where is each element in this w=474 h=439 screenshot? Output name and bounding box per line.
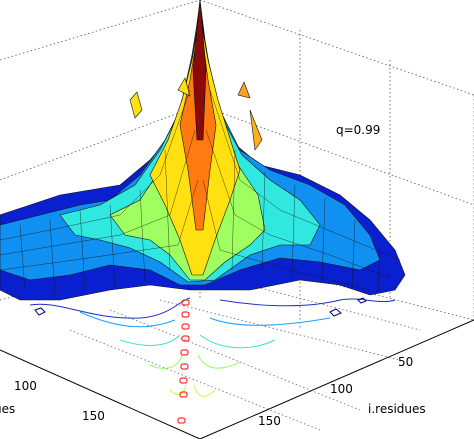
x-tick-label: 100 [330, 382, 353, 396]
x-tick-label: 50 [398, 355, 413, 369]
floor-grid [69, 279, 421, 431]
surface-mesh [0, 0, 406, 301]
surface-mesh-lines [0, 89, 401, 296]
contour-projection [29, 297, 396, 397]
x-tick-labels: 50 100 150 [258, 355, 413, 428]
x-axis-label: i.residues [368, 402, 426, 416]
y-tick-label: 150 [82, 409, 105, 423]
y-tick-labels: 100 150 [14, 379, 105, 423]
annotation-q: q=0.99 [336, 123, 380, 137]
y-axis-label: ues [0, 402, 15, 416]
x-tick-label: 150 [258, 414, 281, 428]
contour-peak-rings [177, 299, 190, 424]
axis-lines [0, 319, 474, 439]
y-tick-label: 100 [14, 379, 37, 393]
